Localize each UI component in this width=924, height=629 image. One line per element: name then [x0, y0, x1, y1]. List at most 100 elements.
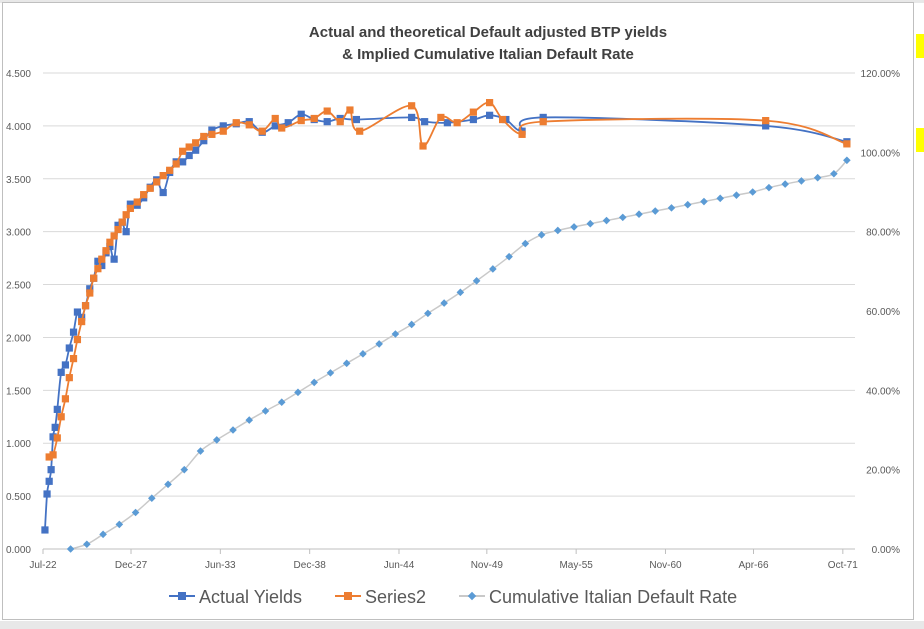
series-2 — [45, 99, 851, 461]
data-point — [53, 405, 61, 413]
chart-title-line-1: Actual and theoretical Default adjusted … — [309, 24, 667, 41]
x-tick-label: Jun-33 — [205, 560, 236, 571]
data-point — [843, 140, 851, 148]
x-tick-label: Jul-22 — [29, 560, 57, 571]
y-right-tick-label: 100.00% — [861, 148, 901, 159]
data-point — [765, 183, 773, 192]
data-point — [537, 231, 546, 239]
data-point — [200, 132, 208, 141]
data-point — [208, 130, 216, 138]
data-point — [110, 232, 118, 240]
data-point — [456, 288, 465, 297]
legend-label: Cumulative Italian Default Rate — [489, 587, 737, 607]
data-point — [61, 361, 70, 369]
axes: 0.000 0.500 1.000 1.500 2.000 2.500 3.000 3.500… — [6, 69, 900, 571]
data-point — [73, 335, 82, 344]
chart-area[interactable]: Actual and theoretical Default adjusted … — [2, 2, 914, 620]
data-point — [172, 160, 180, 168]
data-point — [159, 188, 167, 197]
data-point — [61, 395, 70, 403]
x-tick-label: Jun-44 — [384, 560, 415, 571]
x-tick-label: Oct-71 — [828, 560, 858, 571]
data-point — [539, 113, 547, 122]
gridlines — [43, 72, 855, 550]
data-point — [114, 225, 122, 234]
data-point — [407, 320, 416, 329]
data-point — [166, 166, 174, 174]
data-point — [196, 447, 205, 455]
legend-item: Series2 — [335, 587, 426, 607]
data-point — [192, 139, 200, 147]
data-point — [232, 119, 240, 127]
legend-marker — [344, 592, 352, 600]
data-point — [106, 238, 114, 246]
data-point — [94, 257, 102, 265]
data-point — [602, 216, 611, 225]
chart-svg: Actual and theoretical Default adjusted … — [6, 24, 900, 607]
data-point — [518, 130, 526, 138]
data-point — [294, 388, 302, 397]
data-point — [86, 289, 94, 297]
data-point — [843, 156, 851, 165]
data-point — [49, 451, 57, 459]
data-point — [539, 118, 547, 126]
data-point — [245, 416, 254, 424]
x-tick-label: May-55 — [559, 560, 593, 571]
data-point — [41, 526, 49, 534]
data-point — [346, 106, 354, 114]
y-right-tick-label: 40.00% — [866, 386, 900, 397]
legend-item: Cumulative Italian Default Rate — [459, 587, 737, 607]
y-left-tick-label: 4.000 — [6, 122, 31, 133]
data-point — [140, 191, 148, 199]
y-left-tick-label: 4.500 — [6, 69, 31, 80]
data-point — [185, 143, 193, 151]
data-point — [408, 113, 416, 122]
legend: Actual Yields Series2 Cumulative Italian D… — [169, 587, 737, 607]
data-point — [271, 114, 279, 123]
data-point — [47, 466, 55, 474]
data-point — [505, 252, 513, 261]
highlighted-cell — [916, 34, 924, 58]
data-point — [200, 137, 208, 145]
data-point — [521, 239, 530, 248]
data-point — [185, 151, 193, 160]
y-right-tick-label: 120.00% — [861, 69, 901, 80]
data-point — [258, 127, 266, 135]
chart-title-line-2: & Implied Cumulative Italian Default Rat… — [342, 46, 634, 63]
data-point — [486, 99, 494, 107]
y-left-tick-label: 2.500 — [6, 281, 31, 292]
legend-item: Actual Yields — [169, 587, 302, 607]
y-left-tick-label: 2.000 — [6, 333, 31, 344]
data-point — [277, 398, 286, 407]
data-point — [762, 122, 770, 130]
data-point — [284, 119, 292, 127]
data-point — [179, 158, 187, 166]
x-tick-label: Nov-49 — [471, 560, 504, 571]
data-point — [86, 285, 94, 293]
data-point — [53, 434, 61, 442]
data-point — [146, 184, 154, 192]
data-point — [472, 277, 481, 285]
data-point — [66, 545, 75, 553]
data-point — [554, 226, 562, 235]
data-point — [83, 540, 91, 549]
spreadsheet-row-top — [0, 0, 924, 3]
data-point — [122, 211, 130, 219]
data-point — [297, 117, 305, 125]
data-point — [570, 223, 578, 231]
data-point — [99, 530, 107, 539]
data-point — [326, 369, 335, 377]
data-point — [78, 317, 86, 326]
data-point — [419, 142, 427, 150]
data-point — [179, 147, 187, 155]
data-point — [359, 350, 367, 358]
data-point — [797, 177, 806, 185]
series-line — [48, 101, 848, 458]
data-point — [81, 302, 90, 310]
data-point — [115, 520, 124, 529]
y-right-tick-label: 80.00% — [866, 228, 900, 239]
data-point — [245, 121, 253, 129]
data-point — [180, 465, 189, 474]
series-line — [70, 159, 848, 550]
x-tick-label: Dec-27 — [115, 560, 148, 571]
